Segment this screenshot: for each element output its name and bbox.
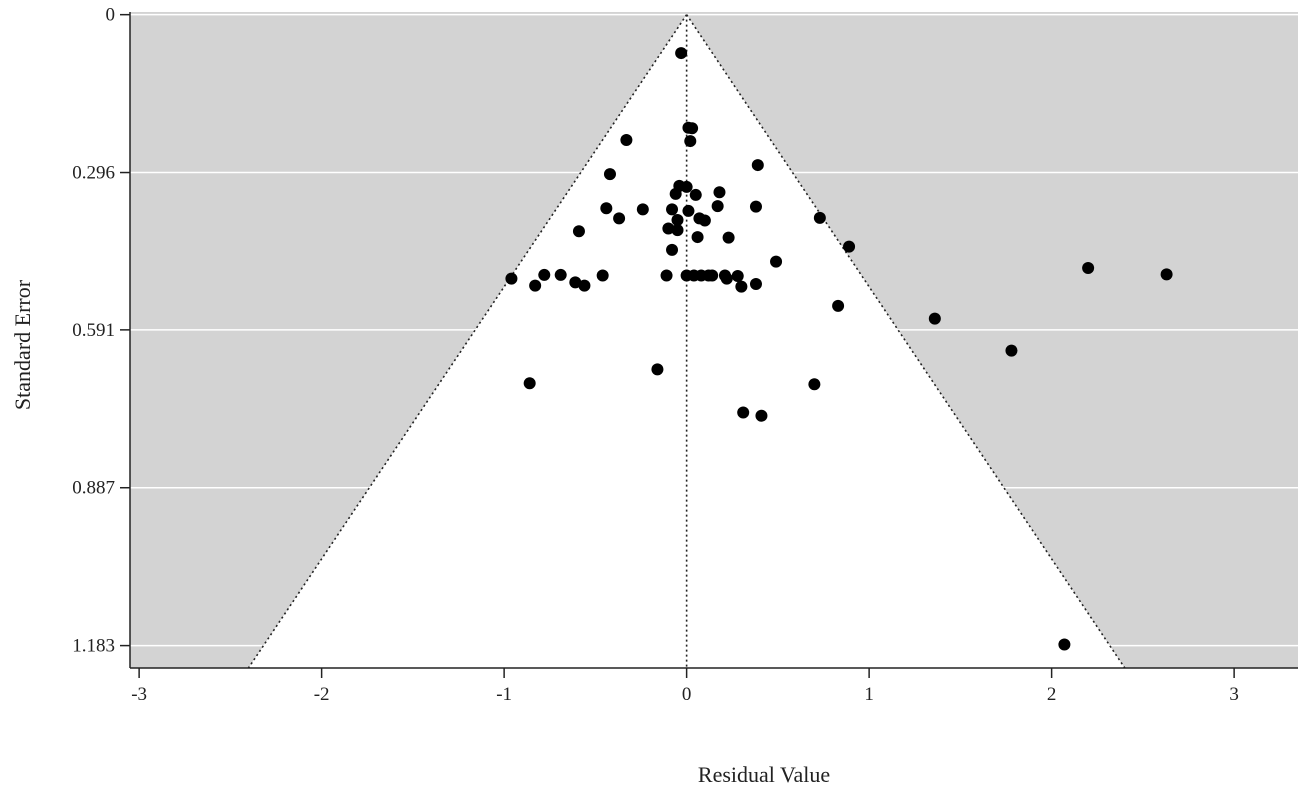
data-point-51 bbox=[832, 299, 845, 312]
funnel-boundary-lines bbox=[247, 14, 1126, 669]
data-point-35 bbox=[660, 269, 673, 282]
data-point-15 bbox=[682, 204, 695, 217]
data-point-47 bbox=[735, 280, 748, 293]
data-point-46 bbox=[578, 279, 591, 292]
data-point-9 bbox=[669, 187, 682, 200]
data-point-34 bbox=[596, 269, 609, 282]
data-point-58 bbox=[755, 409, 768, 422]
y-axis-title: Standard Error bbox=[10, 279, 35, 410]
data-point-48 bbox=[749, 278, 762, 290]
y-tick-label-2: 0.591 bbox=[72, 320, 115, 341]
y-tick-label-3: 0.887 bbox=[72, 478, 115, 499]
data-point-8 bbox=[680, 180, 693, 193]
data-point-50 bbox=[1160, 268, 1173, 281]
x-tick-label-4: 1 bbox=[864, 684, 874, 705]
y-tick-label-4: 1.183 bbox=[72, 636, 115, 657]
data-point-0 bbox=[675, 47, 688, 60]
data-point-6 bbox=[751, 159, 764, 172]
data-point-5 bbox=[603, 168, 616, 181]
data-points bbox=[505, 47, 1173, 651]
x-tick-label-3: 0 bbox=[682, 684, 692, 705]
data-point-40 bbox=[706, 269, 719, 282]
funnel-right-boundary bbox=[685, 14, 1126, 669]
x-axis-title: Residual Value bbox=[698, 762, 830, 787]
data-point-43 bbox=[731, 270, 744, 282]
data-point-16 bbox=[711, 200, 724, 213]
data-point-27 bbox=[722, 231, 735, 244]
data-point-32 bbox=[538, 268, 551, 281]
data-point-53 bbox=[1005, 344, 1018, 357]
x-tick-label-5: 2 bbox=[1047, 684, 1057, 705]
data-point-21 bbox=[698, 214, 711, 227]
data-point-49 bbox=[1082, 262, 1095, 274]
data-point-54 bbox=[651, 363, 664, 376]
data-point-10 bbox=[689, 188, 702, 201]
y-tick-label-0: 0 bbox=[106, 5, 116, 26]
data-point-12 bbox=[600, 202, 613, 215]
data-point-56 bbox=[808, 378, 821, 391]
data-point-44 bbox=[529, 279, 542, 292]
data-point-55 bbox=[523, 377, 536, 390]
data-point-17 bbox=[749, 200, 762, 213]
data-point-2 bbox=[686, 122, 699, 135]
data-point-33 bbox=[554, 268, 567, 281]
funnel-left-boundary bbox=[247, 14, 688, 669]
x-tick-label-6: 3 bbox=[1229, 684, 1239, 705]
x-tick-label-2: -1 bbox=[496, 684, 512, 705]
data-point-45 bbox=[569, 276, 582, 289]
data-point-30 bbox=[770, 255, 783, 268]
data-point-13 bbox=[636, 203, 649, 216]
axes: -3 -2 -1 0 1 2 3 0 0.296 0.591 0.887 1.183 bbox=[72, 5, 1298, 705]
data-point-25 bbox=[671, 224, 684, 237]
data-point-18 bbox=[613, 212, 626, 225]
data-point-52 bbox=[928, 312, 941, 325]
data-point-24 bbox=[662, 222, 675, 235]
data-point-57 bbox=[737, 406, 750, 419]
x-tick-label-1: -2 bbox=[314, 684, 330, 705]
data-point-19 bbox=[671, 214, 684, 226]
y-tick-label-1: 0.296 bbox=[72, 163, 115, 184]
x-tick-label-0: -3 bbox=[131, 684, 147, 705]
data-point-4 bbox=[620, 134, 633, 146]
data-point-29 bbox=[843, 240, 856, 253]
data-point-31 bbox=[505, 272, 518, 285]
data-point-42 bbox=[720, 272, 733, 285]
data-point-28 bbox=[666, 243, 679, 256]
data-point-3 bbox=[684, 135, 697, 148]
data-point-14 bbox=[666, 203, 679, 216]
data-point-26 bbox=[691, 231, 704, 244]
data-point-22 bbox=[813, 211, 826, 224]
data-point-11 bbox=[713, 186, 726, 199]
data-point-23 bbox=[572, 225, 585, 238]
data-point-59 bbox=[1058, 638, 1071, 651]
